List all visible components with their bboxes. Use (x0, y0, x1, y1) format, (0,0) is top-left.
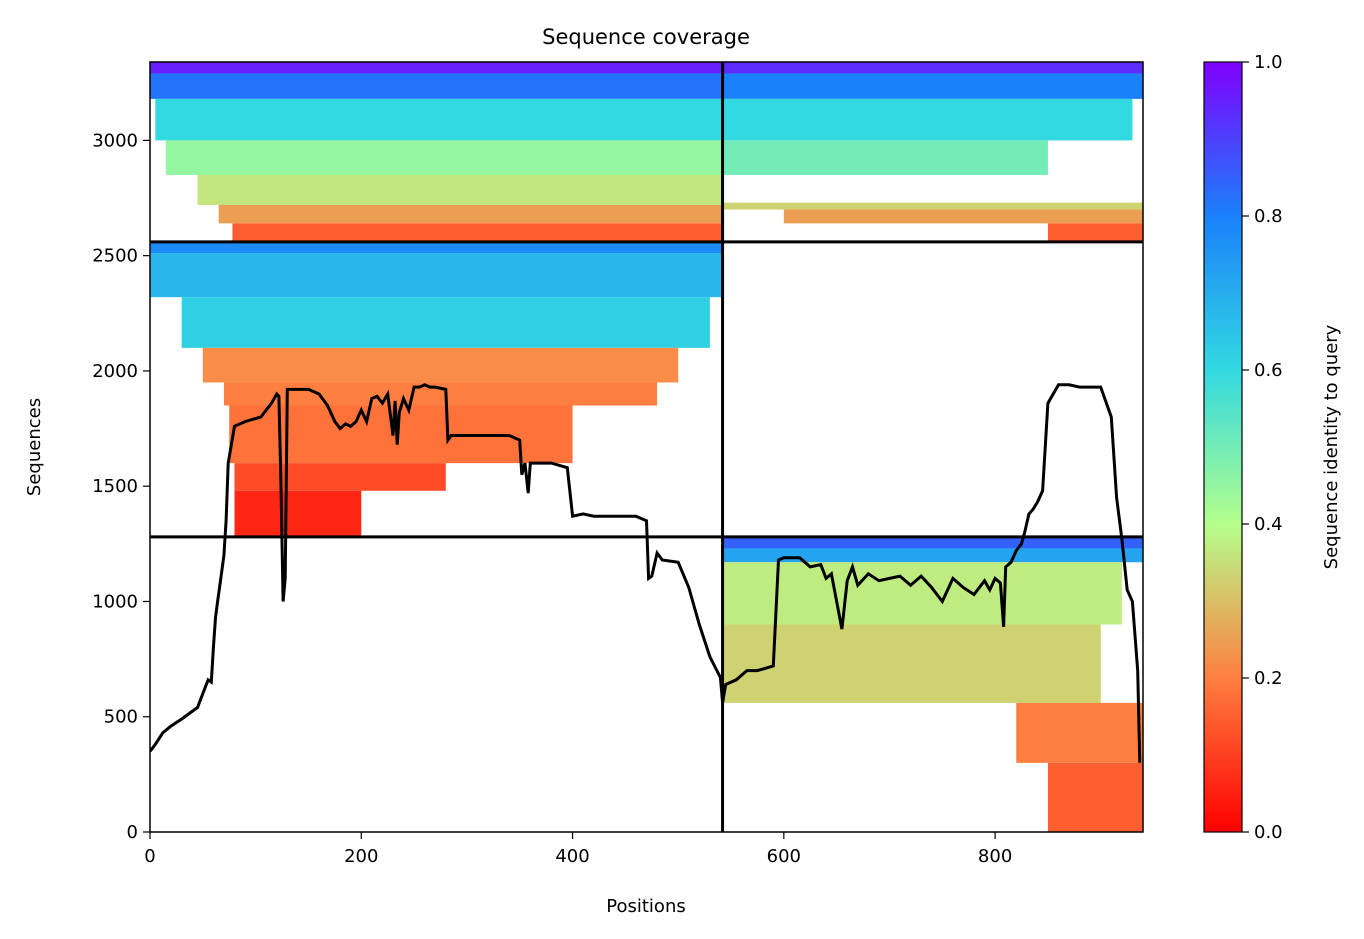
identity-band (150, 241, 723, 254)
identity-band (722, 62, 1143, 74)
y-tick-label: 500 (104, 707, 138, 728)
identity-band (150, 253, 723, 298)
colorbar-tick-label: 1.0 (1254, 52, 1283, 73)
colorbar-tick-label: 0.0 (1254, 822, 1283, 843)
identity-band (783, 209, 1143, 224)
x-tick-label: 800 (978, 846, 1012, 867)
chart-title: Sequence coverage (542, 25, 750, 49)
x-axis: 0 200 400 600 800 (144, 832, 1012, 867)
colorbar-tick-label: 0.8 (1254, 206, 1283, 227)
identity-band (722, 548, 1143, 563)
identity-band (150, 62, 723, 74)
identity-band (722, 73, 1143, 99)
colorbar (1203, 61, 1243, 833)
coverage-line (150, 383, 1142, 763)
identity-band (223, 382, 658, 406)
identity-band (722, 562, 1122, 625)
y-axis: 0 500 1000 1500 2000 2500 3000 (92, 130, 150, 843)
x-tick-label: 600 (767, 846, 801, 867)
identity-band (202, 347, 679, 383)
identity-band (722, 140, 1048, 175)
identity-band (232, 223, 723, 242)
identity-band (722, 202, 1143, 210)
identity-band (234, 463, 446, 491)
identity-band (1016, 702, 1143, 763)
colorbar-tick-label: 0.4 (1254, 514, 1283, 535)
identity-band (234, 490, 362, 537)
y-tick-label: 2000 (92, 361, 138, 382)
x-tick-label: 200 (344, 846, 378, 867)
x-tick-label: 0 (144, 846, 155, 867)
colorbar-axis: 0.0 0.2 0.4 0.6 0.8 1.0 (1242, 52, 1283, 843)
coverage-heatmap (150, 62, 1143, 832)
identity-band (181, 297, 710, 348)
y-axis-label: Sequences (24, 398, 45, 496)
colorbar-tick-label: 0.2 (1254, 668, 1283, 689)
y-tick-label: 2500 (92, 246, 138, 267)
identity-band (155, 98, 723, 141)
identity-band (1047, 223, 1143, 242)
colorbar-label: Sequence identity to query (1321, 324, 1342, 569)
identity-band (722, 624, 1101, 703)
y-tick-label: 0 (127, 822, 138, 843)
identity-band (165, 140, 723, 175)
identity-band (218, 204, 723, 224)
identity-band (197, 174, 723, 205)
identity-band (1047, 762, 1143, 832)
identity-band (150, 73, 723, 99)
identity-band (722, 98, 1133, 141)
x-axis-label: Positions (606, 896, 685, 917)
y-tick-label: 1000 (92, 591, 138, 612)
identity-band (722, 536, 1143, 549)
plot-frame (149, 61, 1144, 833)
colorbar-tick-label: 0.6 (1254, 360, 1283, 381)
y-tick-label: 3000 (92, 130, 138, 151)
x-tick-label: 400 (555, 846, 589, 867)
y-tick-label: 1500 (92, 476, 138, 497)
